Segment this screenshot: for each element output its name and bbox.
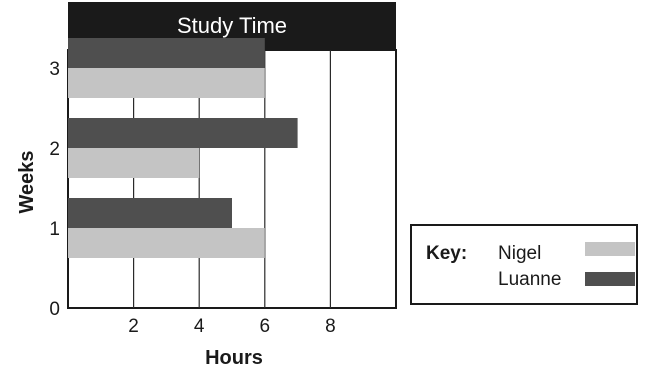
x-tick-6: 6 bbox=[260, 316, 271, 337]
legend-label-luanne: Luanne bbox=[498, 269, 561, 290]
legend-title: Key: bbox=[426, 243, 467, 264]
legend: Key: Nigel Luanne bbox=[410, 224, 638, 305]
y-tick-0: 0 bbox=[49, 299, 60, 320]
bar-nigel-week-3 bbox=[68, 68, 265, 98]
y-tick-2: 2 bbox=[49, 139, 60, 160]
x-tick-labels: 2 4 6 8 bbox=[128, 316, 335, 337]
y-tick-labels: 0 1 2 3 bbox=[49, 59, 60, 320]
bar-luanne-week-1 bbox=[68, 198, 232, 228]
y-axis-label: Weeks bbox=[16, 150, 38, 213]
y-tick-3: 3 bbox=[49, 59, 60, 80]
chart-title: Study Time bbox=[177, 13, 287, 38]
x-tick-8: 8 bbox=[325, 316, 336, 337]
legend-swatch-nigel bbox=[585, 242, 635, 256]
bar-nigel-week-2 bbox=[68, 148, 200, 178]
legend-box bbox=[410, 224, 638, 305]
bars bbox=[68, 38, 298, 258]
bar-luanne-week-2 bbox=[68, 118, 298, 148]
bar-luanne-week-3 bbox=[68, 38, 265, 68]
x-tick-2: 2 bbox=[128, 316, 139, 337]
bar-nigel-week-1 bbox=[68, 228, 265, 258]
y-tick-1: 1 bbox=[49, 219, 60, 240]
legend-swatch-luanne bbox=[585, 272, 635, 286]
legend-label-nigel: Nigel bbox=[498, 243, 541, 264]
x-tick-4: 4 bbox=[194, 316, 205, 337]
x-axis-label: Hours bbox=[205, 347, 263, 369]
